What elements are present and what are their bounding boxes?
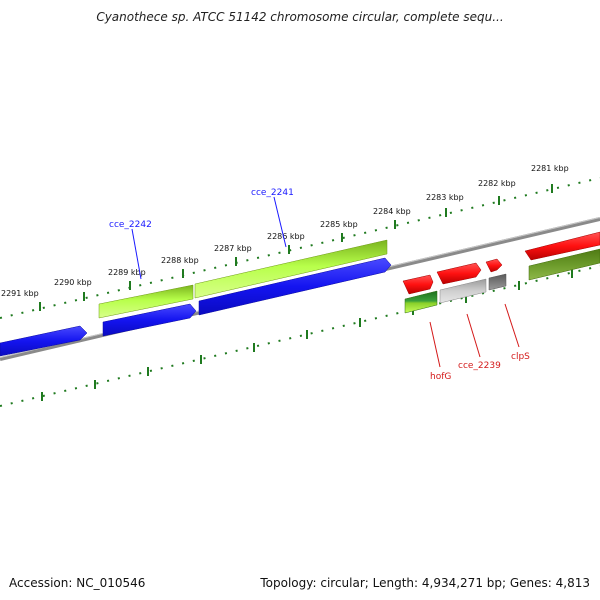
tick-label: 2281 kbp [531,164,569,173]
gene-label-clpS: clpS [511,352,530,362]
lower-ruler [0,265,600,407]
gene-clpS[interactable] [488,273,507,291]
gene-cce-2241[interactable] [194,239,388,299]
gene-hofG[interactable] [404,290,438,314]
gene-label-leaders [131,196,520,368]
tick-label: 2287 kbp [214,244,252,253]
tick-label: 2286 kbp [267,232,305,241]
tick-label: 2282 kbp [478,179,516,188]
tick-label: 2283 kbp [426,193,464,202]
gene-label-cce-2239: cce_2239 [458,361,501,371]
lime-genes [98,239,388,319]
tick-label: 2285 kbp [320,220,358,229]
tick-label: 2288 kbp [161,256,199,265]
gene-label-cce-2242: cce_2242 [109,220,152,230]
tick-labels: 2291 kbp 2290 kbp 2289 kbp 2288 kbp 2287… [1,164,569,298]
topology-label: Topology: circular; Length: 4,934,271 bp… [260,576,590,590]
gene-labels: cce_2242 cce_2241 hofG cce_2239 clpS [109,188,530,382]
gene-olive[interactable] [528,248,600,281]
gene-red[interactable] [436,262,482,285]
gene-label-hofG: hofG [430,372,451,382]
gene-red[interactable] [485,258,503,273]
right-genes [402,231,600,314]
gene-forward[interactable] [0,325,88,357]
accession-label: Accession: NC_010546 [9,576,146,590]
gene-red[interactable] [402,274,434,295]
gene-cce-2242[interactable] [98,284,194,319]
upper-ruler [0,177,600,319]
gene-red[interactable] [524,231,600,261]
forward-genes [0,257,392,357]
tick-label: 2284 kbp [373,207,411,216]
tick-label: 2290 kbp [54,278,92,287]
map-title: Cyanothece sp. ATCC 51142 chromosome cir… [96,10,504,24]
tick-label: 2291 kbp [1,289,39,298]
gene-forward[interactable] [198,257,392,316]
gene-label-cce-2241: cce_2241 [251,188,294,198]
tick-label: 2289 kbp [108,268,146,277]
gene-cce-2239[interactable] [439,278,487,304]
gene-forward[interactable] [102,303,197,337]
